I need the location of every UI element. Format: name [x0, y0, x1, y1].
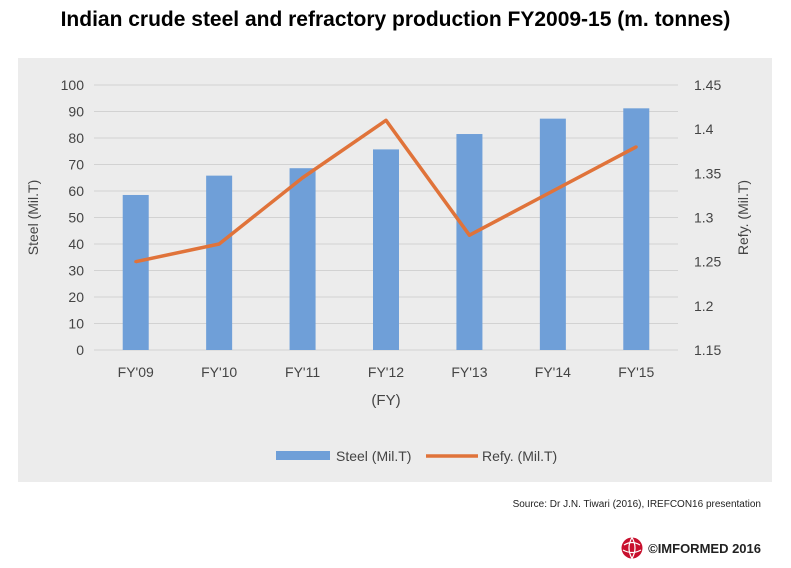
y-tick-label: 20 [68, 289, 84, 305]
bar [289, 168, 316, 350]
y-tick-label: 0 [76, 342, 84, 358]
y2-tick-label: 1.45 [694, 77, 721, 93]
x-tick-label: FY'12 [368, 364, 404, 380]
y2-tick-label: 1.3 [694, 210, 714, 226]
bar [122, 194, 149, 350]
x-tick-label: FY'10 [201, 364, 237, 380]
line-point [551, 189, 555, 193]
globe-logo-icon [621, 537, 643, 559]
bar [456, 134, 483, 350]
source-note: Source: Dr J.N. Tiwari (2016), IREFCON16… [512, 499, 761, 510]
bar [373, 149, 399, 350]
x-tick-label: FY'13 [451, 364, 487, 380]
y2-tick-label: 1.4 [694, 121, 714, 137]
line-point [634, 145, 638, 149]
footer-brand: ©IMFORMED 2016 [620, 536, 761, 560]
y-tick-label: 10 [68, 316, 84, 332]
y2-tick-label: 1.15 [694, 342, 721, 358]
legend-label: Steel (Mil.T) [336, 448, 411, 464]
y2-axis-label: Refy. (Mil.T) [735, 180, 751, 255]
copyright-text: ©IMFORMED 2016 [648, 540, 761, 556]
legend-bar-swatch [276, 451, 330, 460]
y-tick-label: 50 [68, 210, 84, 226]
y-tick-label: 100 [61, 77, 85, 93]
x-tick-label: FY'14 [535, 364, 571, 380]
y-axis-label: Steel (Mil.T) [25, 180, 41, 255]
x-tick-label: FY'15 [618, 364, 654, 380]
y-tick-label: 90 [68, 104, 84, 120]
y2-tick-label: 1.25 [694, 254, 721, 270]
line-point [467, 233, 471, 237]
y-tick-label: 70 [68, 157, 84, 173]
chart-panel: 0 10 20 30 40 50 60 70 80 90 100 1.15 1.2 1.25 1.3 1.35… [18, 58, 772, 482]
line-point [134, 260, 138, 264]
legend-label: Refy. (Mil.T) [482, 448, 557, 464]
y2-tick-label: 1.2 [694, 298, 714, 314]
bar [206, 175, 233, 350]
y-tick-label: 30 [68, 263, 84, 279]
y-tick-label: 60 [68, 183, 84, 199]
y-tick-label: 40 [68, 236, 84, 252]
line-point [217, 242, 221, 246]
bar [539, 118, 566, 350]
y2-tick-label: 1.35 [694, 165, 721, 181]
chart: 0 10 20 30 40 50 60 70 80 90 100 1.15 1.2 1.25 1.3 1.35… [25, 77, 751, 464]
bar [623, 108, 650, 350]
line-point [384, 118, 388, 122]
y-tick-label: 80 [68, 130, 84, 146]
x-tick-label: FY'09 [118, 364, 154, 380]
x-axis-label: (FY) [371, 392, 400, 409]
line-point [301, 176, 305, 180]
page-title: Indian crude steel and refractory produc… [60, 8, 731, 31]
x-tick-label: FY'11 [285, 364, 320, 380]
